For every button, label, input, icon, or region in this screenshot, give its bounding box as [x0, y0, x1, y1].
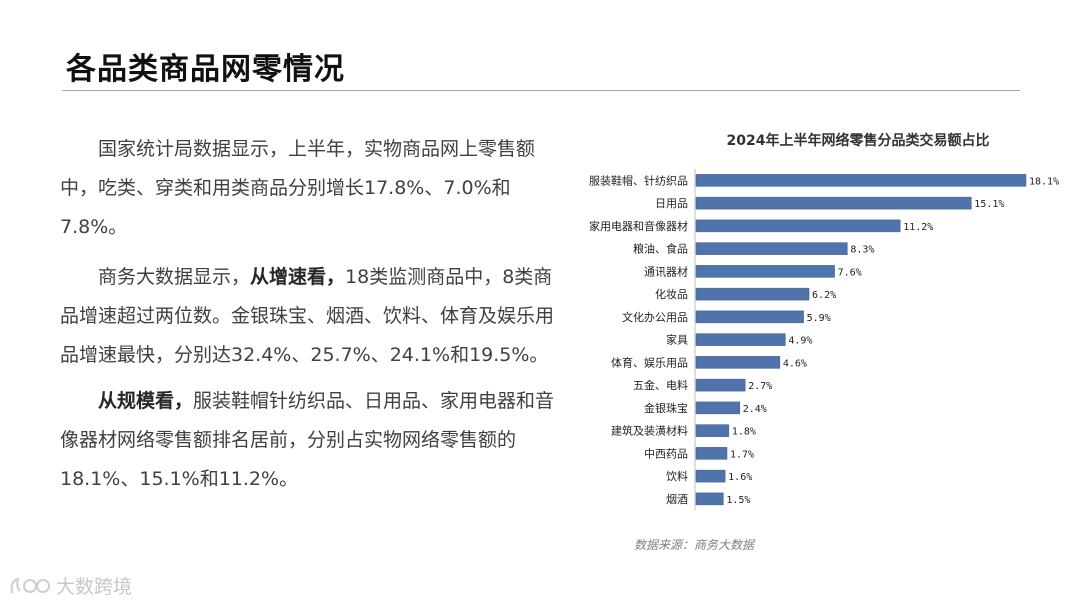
category-label: 文化办公用品 [622, 310, 688, 324]
value-label: 2.7% [748, 381, 772, 392]
value-label: 1.6% [728, 472, 752, 483]
bar [695, 424, 730, 437]
value-label: 4.6% [783, 358, 807, 369]
bar [695, 196, 972, 210]
page-title: 各品类商品网零情况 [66, 52, 345, 87]
chart-title: 2024年上半年网络零售分品类交易额占比 [726, 133, 990, 149]
category-label: 饮料 [666, 469, 688, 483]
paragraph-3: 从规模看，服装鞋帽针纺织品、日用品、家用电器和音像器材网络零售额排名居前，分别占… [60, 382, 565, 499]
paragraph-3-rest: 服装鞋帽针纺织品、日用品、家用电器和音像器材网络零售额排名居前，分别占实物网络零… [60, 390, 555, 490]
value-label: 1.7% [730, 449, 754, 460]
bar [695, 219, 901, 233]
bar [695, 265, 835, 278]
paragraph-3-emphasis: 从规模看， [98, 390, 194, 412]
value-label: 5.9% [807, 313, 831, 324]
bar [695, 333, 786, 346]
category-label: 金银珠宝 [644, 401, 688, 415]
bar [695, 378, 746, 392]
title-divider [62, 90, 1020, 91]
category-label: 五金、电料 [633, 378, 688, 392]
category-label: 化妆品 [655, 287, 688, 301]
value-label: 7.6% [838, 267, 862, 278]
value-label: 2.4% [743, 404, 767, 415]
category-label: 通讯器材 [644, 264, 688, 278]
value-label: 11.2% [903, 222, 933, 233]
category-label: 中西药品 [644, 447, 688, 460]
value-label: 4.9% [788, 336, 812, 347]
category-label: 体育、娱乐用品 [611, 355, 688, 369]
bar [695, 310, 804, 324]
paragraph-2-rest: 18类监测商品中，8类商品增速超过两位数。金银珠宝、烟酒、饮料、体育及娱乐用品增… [60, 266, 555, 366]
bar [695, 469, 726, 483]
brand-logo-icon [10, 577, 50, 593]
value-label: 1.8% [732, 427, 756, 438]
category-label: 建筑及装潢材料 [611, 424, 688, 438]
watermark-text: 大数跨境 [56, 576, 133, 598]
category-label: 家具 [666, 333, 688, 347]
body-text: 国家统计局数据显示，上半年，实物商品网上零售额中，吃类、穿类和用类商品分别增长1… [60, 130, 565, 499]
category-label: 家用电器和音像器材 [589, 219, 688, 233]
paragraph-2-prefix: 商务大数据显示， [98, 266, 251, 288]
bar [695, 356, 781, 369]
category-label: 粮油、食品 [633, 242, 688, 256]
category-label: 服装鞋帽、针纺织品 [589, 173, 688, 187]
bar [695, 401, 741, 415]
category-label: 日用品 [655, 197, 688, 210]
value-label: 6.2% [812, 290, 836, 301]
paragraph-2-emphasis: 从增速看， [250, 266, 346, 288]
watermark: 大数跨境 [8, 572, 132, 599]
category-label: 烟酒 [666, 492, 688, 506]
bar [695, 174, 1027, 187]
value-label: 18.1% [1029, 176, 1059, 187]
bar [695, 242, 848, 255]
bar-chart: 服装鞋帽、针纺织品 18.1% 日用品 15.1% 家用电器和音像器材 11.2% 粮油、食… [589, 169, 1059, 511]
paragraph-1: 国家统计局数据显示，上半年，实物商品网上零售额中，吃类、穿类和用类商品分别增长1… [60, 138, 536, 238]
value-label: 8.3% [850, 245, 874, 256]
paragraph-2: 商务大数据显示，从增速看，18类监测商品中，8类商品增速超过两位数。金银珠宝、烟… [60, 258, 565, 375]
value-label: 15.1% [974, 199, 1004, 210]
bar [695, 447, 728, 460]
bar [695, 492, 724, 506]
bar [695, 287, 810, 301]
value-label: 1.5% [726, 495, 750, 506]
data-source: 数据来源：商务大数据 [634, 538, 755, 552]
